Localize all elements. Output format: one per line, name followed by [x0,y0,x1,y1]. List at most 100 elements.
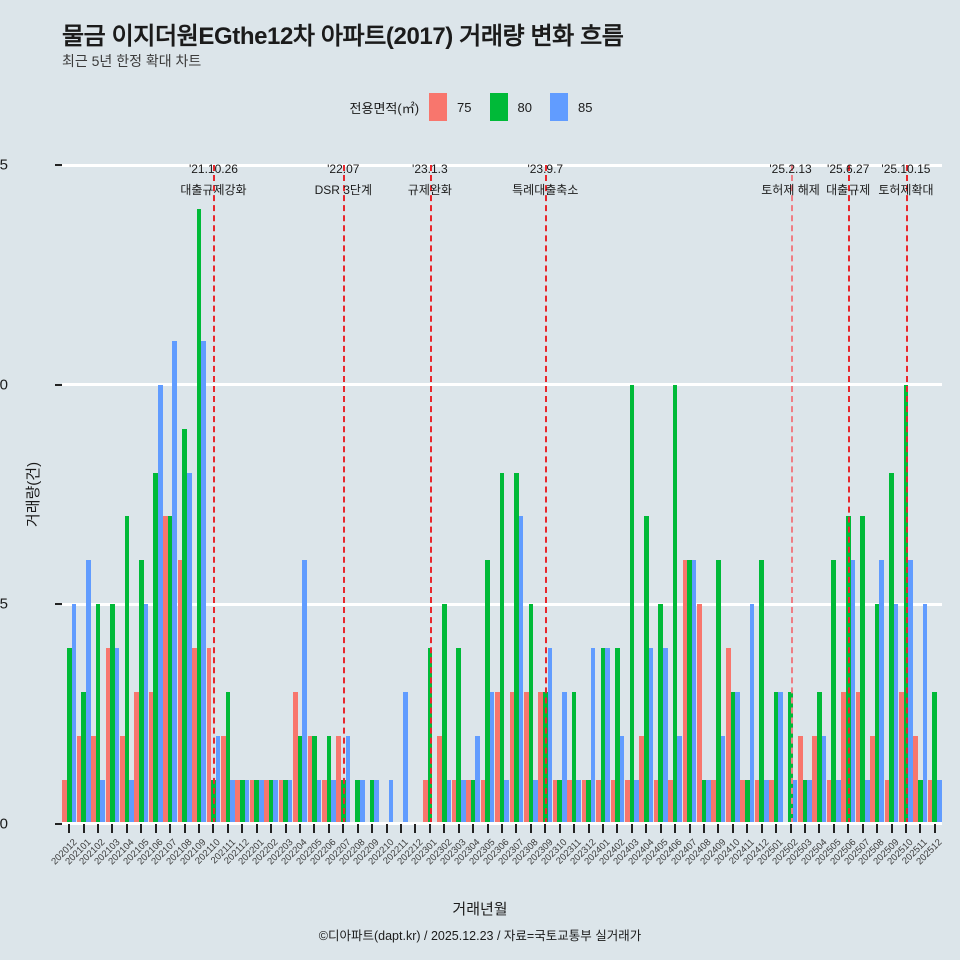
bar[interactable] [316,780,322,824]
bar[interactable] [331,780,336,824]
bar[interactable] [927,780,933,824]
bar[interactable] [648,648,654,824]
bar[interactable] [533,780,538,824]
bar[interactable] [744,780,750,824]
bar[interactable] [701,780,707,824]
bar[interactable] [249,780,255,824]
bar[interactable] [81,692,86,824]
bar[interactable] [403,692,408,824]
bar[interactable] [596,780,601,824]
bar[interactable] [215,736,221,824]
bar[interactable] [653,780,659,824]
bar[interactable] [259,780,264,824]
bar[interactable] [792,780,798,824]
bar[interactable] [504,780,509,824]
bar[interactable] [95,604,101,824]
legend-entry-85[interactable]: 85 [549,93,592,121]
bar[interactable] [634,780,639,824]
bar[interactable] [576,780,581,824]
bar[interactable] [864,780,870,824]
bar[interactable] [706,780,711,824]
bar[interactable] [735,692,740,824]
bar[interactable] [908,560,913,824]
bar[interactable] [600,648,606,824]
bar[interactable] [114,648,120,824]
bar[interactable] [773,692,779,824]
bar[interactable] [759,560,764,824]
bar[interactable] [639,736,644,824]
bar[interactable] [374,780,380,824]
bar[interactable] [422,780,428,824]
bar[interactable] [677,736,682,824]
bar[interactable] [100,780,105,824]
bar[interactable] [235,780,241,824]
bar[interactable] [360,780,365,824]
bar[interactable] [105,648,111,824]
bar[interactable] [466,780,471,824]
bar[interactable] [326,736,332,824]
bar[interactable] [826,780,832,824]
bar[interactable] [230,780,235,824]
bar[interactable] [143,604,149,824]
legend-entry-75[interactable]: 75 [429,93,472,121]
bar[interactable] [388,780,394,824]
bar[interactable] [730,692,736,824]
bar[interactable] [268,780,274,824]
bar[interactable] [206,648,212,824]
bar[interactable] [221,736,226,824]
bar[interactable] [841,692,846,824]
bar[interactable] [446,780,452,824]
bar[interactable] [802,780,808,824]
bar[interactable] [581,780,587,824]
bar[interactable] [489,692,495,824]
bar[interactable] [586,780,591,824]
bar[interactable] [711,780,717,824]
bar[interactable] [456,648,461,824]
bar[interactable] [754,780,760,824]
bar[interactable] [870,736,875,824]
bar[interactable] [658,604,663,824]
bar[interactable] [196,208,202,824]
bar[interactable] [668,780,673,824]
bar[interactable] [932,692,938,824]
bar[interactable] [167,516,173,824]
bar[interactable] [615,648,620,824]
bar[interactable] [523,692,529,824]
bar[interactable] [254,780,260,824]
bar[interactable] [850,560,856,824]
bar[interactable] [821,736,827,824]
bar[interactable] [610,780,616,824]
bar[interactable] [186,472,192,824]
bar[interactable] [740,780,745,824]
bar[interactable] [287,780,293,824]
bar[interactable] [369,780,375,824]
bar[interactable] [528,604,534,824]
legend-entry-80[interactable]: 80 [489,93,532,121]
bar[interactable] [355,780,361,824]
bar[interactable] [643,516,649,824]
bar[interactable] [66,648,72,824]
bar[interactable] [547,648,553,824]
bar[interactable] [158,384,163,824]
bar[interactable] [567,780,572,824]
bar[interactable] [495,692,500,824]
bar[interactable] [831,560,837,824]
bar[interactable] [293,692,298,824]
bar[interactable] [889,472,894,824]
bar[interactable] [662,648,668,824]
bar[interactable] [240,780,245,824]
bar[interactable] [682,560,688,824]
bar[interactable] [451,780,457,824]
bar[interactable] [874,604,880,824]
bar[interactable] [922,604,928,824]
bar[interactable] [437,736,442,824]
bar[interactable] [691,560,697,824]
bar[interactable] [812,736,818,824]
bar[interactable] [749,604,755,824]
bar[interactable] [619,736,625,824]
bar[interactable] [605,648,610,824]
bar[interactable] [124,516,130,824]
bar[interactable] [302,560,307,824]
bar[interactable] [91,736,96,824]
bar[interactable] [475,736,481,824]
